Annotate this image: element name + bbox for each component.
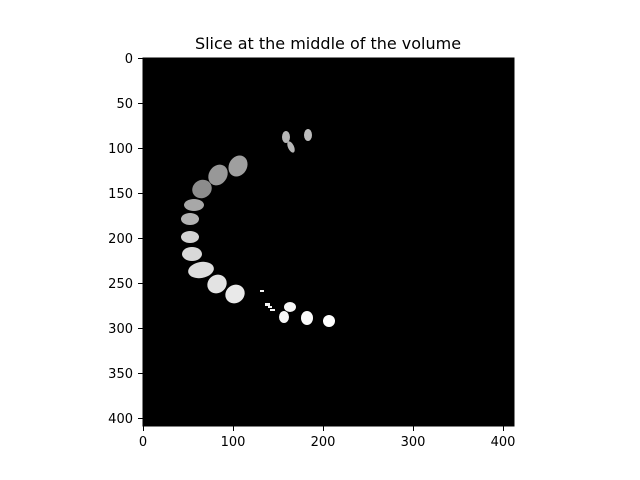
slice-image-background (143, 58, 514, 426)
y-tick-label: 0 (125, 52, 133, 67)
image-panel (142, 57, 515, 427)
region (208, 164, 228, 186)
y-tick-label: 400 (108, 412, 133, 427)
region (284, 302, 296, 312)
region (184, 199, 204, 211)
y-tick-label: 100 (108, 142, 133, 157)
figure-title: Slice at the middle of the volume (195, 34, 461, 53)
region (270, 309, 275, 311)
region (265, 303, 270, 306)
y-tick-label: 300 (108, 322, 133, 337)
region (207, 274, 227, 294)
region (188, 261, 214, 279)
region (323, 315, 335, 327)
y-tick-label: 250 (108, 277, 133, 292)
y-tick-label: 200 (108, 232, 133, 247)
y-axis: 0 50 100 150 200 250 300 350 400 (108, 52, 143, 427)
y-tick-label: 50 (116, 97, 133, 112)
region (304, 129, 312, 141)
x-tick-label: 200 (311, 435, 336, 450)
region (287, 141, 295, 153)
x-tick-label: 0 (139, 435, 147, 450)
region (268, 306, 272, 308)
region (282, 131, 290, 143)
region (260, 290, 264, 292)
segmented-regions (181, 129, 335, 327)
x-tick-label: 400 (491, 435, 516, 450)
region (181, 213, 199, 225)
region (182, 247, 202, 261)
region (301, 311, 313, 325)
x-axis: 0 100 200 300 400 (139, 426, 516, 450)
region (181, 231, 199, 243)
region (279, 311, 289, 323)
region (228, 155, 248, 177)
region (225, 284, 245, 304)
x-tick-label: 300 (401, 435, 426, 450)
y-tick-label: 150 (108, 187, 133, 202)
region (192, 179, 212, 199)
y-tick-label: 350 (108, 367, 133, 382)
image-frame (142, 57, 515, 427)
x-tick-label: 100 (221, 435, 246, 450)
